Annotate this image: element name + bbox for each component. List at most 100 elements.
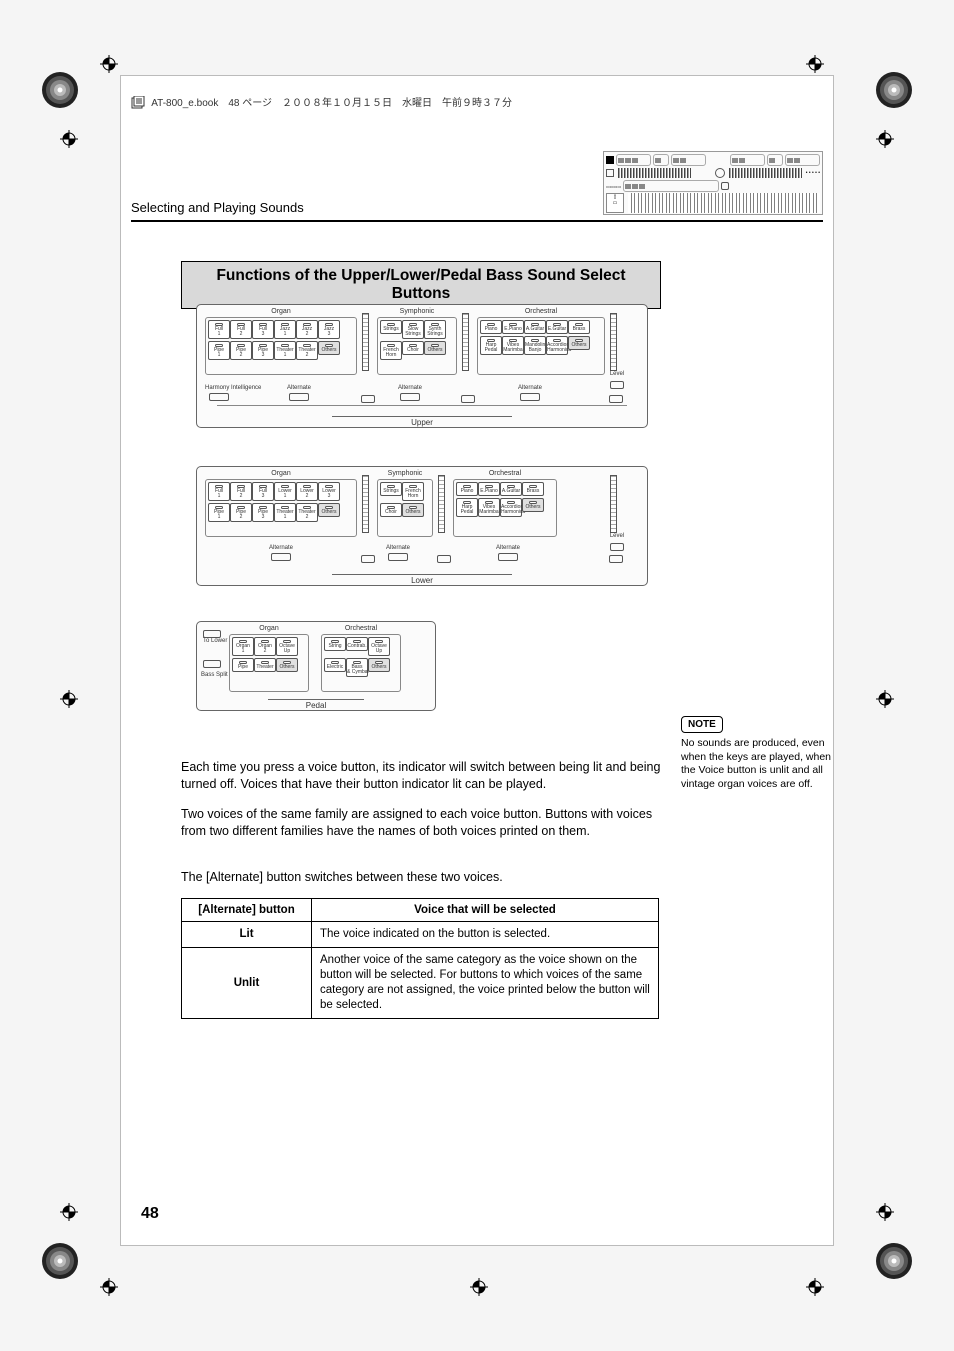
- voice-button: Theater 2: [296, 341, 318, 360]
- note-text: No sounds are produced, even when the ke…: [681, 737, 831, 792]
- mini-button: [609, 555, 623, 563]
- panel-pedal: To Lower Bass Split Organ Organ 1Organ 2…: [196, 621, 436, 711]
- mini-button: [437, 555, 451, 563]
- crosshair-mark: [60, 690, 78, 708]
- body-para-1: Each time you press a voice button, its …: [181, 759, 661, 793]
- group-title: Organ: [206, 470, 356, 477]
- voice-button: Full 1: [208, 482, 230, 501]
- alternate-label: Alternate: [287, 385, 311, 391]
- voice-button: Theater 1: [274, 341, 296, 360]
- symphonic-slider: [462, 313, 469, 371]
- organ-slider: [362, 313, 369, 371]
- voice-button: Lower 3: [318, 482, 340, 501]
- slider: [362, 475, 369, 533]
- note-block: NOTE No sounds are produced, even when t…: [681, 716, 831, 792]
- voice-button: Pipe 1: [208, 341, 230, 360]
- voice-button: A.Guitar: [500, 482, 522, 496]
- crosshair-mark: [470, 1278, 488, 1296]
- alternate-button: [520, 393, 540, 401]
- voice-button: Contrab.: [346, 637, 368, 651]
- voice-button: Organ 2: [254, 637, 276, 656]
- panel-upper: Organ Full 1Full 2Full 3Jazz 1Jazz 2Jazz…: [196, 304, 648, 428]
- voice-button: Accordion Harmonica: [500, 498, 522, 517]
- voice-button: Choir: [402, 341, 424, 355]
- voice-button: Pipe 2: [230, 341, 252, 360]
- body-para-3: The [Alternate] button switches between …: [181, 869, 661, 886]
- level-label: Level: [607, 371, 627, 377]
- voice-button: Full 3: [252, 482, 274, 501]
- group-title: Symphonic: [378, 308, 456, 315]
- voice-button: Others: [522, 498, 544, 512]
- voice-button: Lower 1: [274, 482, 296, 501]
- harmony-label: Harmony Intelligence: [205, 385, 265, 391]
- voice-button: Synth Strings: [424, 320, 446, 339]
- voice-button: Others: [568, 336, 590, 350]
- crosshair-mark: [60, 1203, 78, 1221]
- table-row: Lit The voice indicated on the button is…: [182, 922, 659, 948]
- voice-button: Theater 2: [296, 503, 318, 522]
- mini-button: [609, 395, 623, 403]
- alternate-button: [271, 553, 291, 561]
- panel-caption: Upper: [332, 416, 512, 428]
- voice-button: Others: [424, 341, 446, 355]
- main-heading: Functions of the Upper/Lower/Pedal Bass …: [181, 261, 661, 309]
- alternate-button: [388, 553, 408, 561]
- voice-button: Electric: [324, 658, 346, 672]
- level-label: Level: [607, 533, 627, 539]
- voice-button: Pipe 1: [208, 503, 230, 522]
- keyboard-illustration: • • • • • ▭▭▭▭ ▯▭: [603, 151, 823, 215]
- voice-button: Brass: [568, 320, 590, 334]
- voice-button: Pipe 3: [252, 341, 274, 360]
- level-button: [610, 543, 624, 551]
- group-title: Orchestral: [454, 470, 556, 477]
- voice-button: Jazz 2: [296, 320, 318, 339]
- alternate-button: [498, 553, 518, 561]
- voice-button: Octave Up: [276, 637, 298, 656]
- voice-button: French Horn: [380, 341, 402, 360]
- voice-button: E.Guitar: [546, 320, 568, 334]
- header-book-ref: AT-800_e.book 48 ページ ２００８年１０月１５日 水曜日 午前９…: [131, 94, 512, 110]
- table-cell: Unlit: [182, 947, 312, 1018]
- slider: [438, 475, 445, 533]
- voice-button: Brass: [522, 482, 544, 496]
- mini-button: [461, 395, 475, 403]
- alternate-label: Alternate: [269, 545, 293, 551]
- table-header: [Alternate] button: [182, 899, 312, 922]
- voice-button: Octave Up: [368, 637, 390, 656]
- alternate-button: [400, 393, 420, 401]
- voice-button: Bass & Cymbal: [346, 658, 368, 677]
- crosshair-mark: [806, 1278, 824, 1296]
- registration-mark-bottom-left: [40, 1241, 80, 1281]
- voice-button: Lower 2: [296, 482, 318, 501]
- voice-button: Organ 1: [232, 637, 254, 656]
- crosshair-mark: [100, 1278, 118, 1296]
- bass-split-label: Bass Split: [201, 672, 228, 678]
- table-cell: Another voice of the same category as th…: [312, 947, 659, 1018]
- voice-button: Harp Pedal: [456, 498, 478, 517]
- voice-button: Slow Strings: [402, 320, 424, 339]
- harmony-button: [209, 393, 229, 401]
- voice-button: Mandolin Banjo: [524, 336, 546, 355]
- table-cell: Lit: [182, 922, 312, 948]
- alternate-voice-table: [Alternate] button Voice that will be se…: [181, 898, 659, 1019]
- voice-button: Pipe: [232, 658, 254, 672]
- voice-button: Others: [318, 503, 340, 517]
- note-label: NOTE: [681, 716, 723, 733]
- voice-button: Jazz 1: [274, 320, 296, 339]
- alternate-button: [289, 393, 309, 401]
- voice-button: Pipe 3: [252, 503, 274, 522]
- voice-button: Choir: [380, 503, 402, 517]
- slider: [610, 475, 617, 533]
- mini-button: [361, 555, 375, 563]
- voice-button: Full 2: [230, 320, 252, 339]
- bass-split-button: [203, 660, 221, 668]
- registration-mark-top-right: [874, 70, 914, 110]
- voice-button: Harp Pedal: [480, 336, 502, 355]
- panel-lower: Organ Full 1Full 2Full 3Lower 1Lower 2Lo…: [196, 466, 648, 586]
- voice-button: Jazz 3: [318, 320, 340, 339]
- level-button: [610, 381, 624, 389]
- table-header: Voice that will be selected: [312, 899, 659, 922]
- voice-button: Theater 1: [274, 503, 296, 522]
- group-title: Orchestral: [478, 308, 604, 315]
- voice-button: Others: [276, 658, 298, 672]
